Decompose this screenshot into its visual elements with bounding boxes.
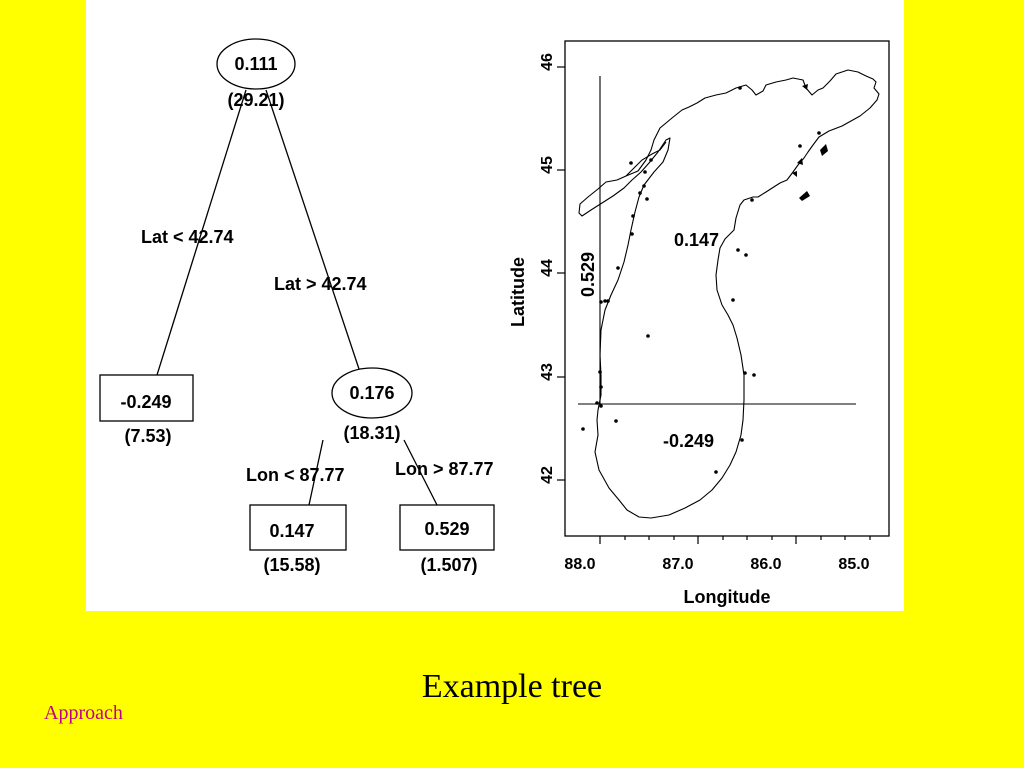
map-region-label-west: 0.529 xyxy=(578,252,598,297)
station-points xyxy=(581,86,821,474)
station-point xyxy=(740,438,744,442)
station-point xyxy=(581,427,585,431)
regression-tree: 0.111 (29.21) Lat < 42.74 Lat > 42.74 -0… xyxy=(99,38,495,575)
north-node-value: 0.176 xyxy=(349,383,394,403)
split-label-lat-left: Lat < 42.74 xyxy=(141,227,234,247)
lake-michigan-outline xyxy=(578,69,880,519)
y-tick-label: 45 xyxy=(539,156,556,174)
station-point xyxy=(603,299,607,303)
map-plot: 0.147 0.529 -0.249 88.0 87.0 86.0 85.0 xyxy=(508,40,890,607)
leaf-west-box xyxy=(399,504,495,551)
x-tick-label: 87.0 xyxy=(662,556,693,573)
approach-link[interactable]: Approach xyxy=(44,702,123,724)
split-label-lon-right: Lon > 87.77 xyxy=(395,459,494,479)
station-point xyxy=(649,158,653,162)
station-point xyxy=(798,144,802,148)
island-4 xyxy=(802,84,808,90)
leaf-south-value: -0.249 xyxy=(120,392,171,412)
root-value: 0.111 xyxy=(234,54,277,74)
station-point xyxy=(614,419,618,423)
y-tick-label: 46 xyxy=(539,53,556,71)
tree-edge-north-left xyxy=(308,439,324,506)
slide-title: Example tree xyxy=(421,668,603,705)
island-2 xyxy=(820,144,828,156)
station-point xyxy=(598,370,602,374)
tree-edge-root-left xyxy=(156,89,247,376)
green-bay-outline xyxy=(625,141,667,177)
station-point xyxy=(599,404,603,408)
station-point xyxy=(631,214,635,218)
root-node xyxy=(216,38,296,90)
leaf-west-deviance: (1.507) xyxy=(420,555,477,575)
north-node-deviance: (18.31) xyxy=(343,423,400,443)
y-tick-label: 43 xyxy=(539,363,556,381)
tree-edge-north-right xyxy=(403,439,438,506)
station-point xyxy=(638,191,642,195)
root-deviance: (29.21) xyxy=(227,90,284,110)
station-point xyxy=(731,298,735,302)
station-point xyxy=(645,197,649,201)
station-point xyxy=(743,371,747,375)
leaf-west-value: 0.529 xyxy=(424,519,469,539)
split-label-lon-left: Lon < 87.77 xyxy=(246,465,345,485)
map-region-label-east: 0.147 xyxy=(674,230,719,250)
leaf-east-value: 0.147 xyxy=(269,521,314,541)
y-axis-label: Latitude xyxy=(508,257,528,327)
y-tick-label: 42 xyxy=(539,466,556,484)
station-point xyxy=(630,232,634,236)
tree-edge-root-right xyxy=(265,89,361,373)
north-node xyxy=(331,367,413,419)
x-axis: 88.0 87.0 86.0 85.0 xyxy=(564,536,871,573)
island-1 xyxy=(799,191,810,201)
station-point xyxy=(599,300,603,304)
split-label-lat-right: Lat > 42.74 xyxy=(274,274,367,294)
station-point xyxy=(643,170,647,174)
station-point xyxy=(642,184,646,188)
map-region-label-south: -0.249 xyxy=(663,431,714,451)
figure-panel: 0.111 (29.21) Lat < 42.74 Lat > 42.74 -0… xyxy=(86,0,904,611)
station-point xyxy=(750,198,754,202)
y-axis: 42 43 44 45 46 xyxy=(539,53,565,484)
y-tick-label: 44 xyxy=(539,259,556,277)
station-point xyxy=(616,266,620,270)
station-point xyxy=(599,385,603,389)
leaf-east-box xyxy=(249,504,347,551)
station-point xyxy=(738,86,742,90)
x-tick-label: 86.0 xyxy=(750,556,781,573)
station-point xyxy=(595,401,599,405)
station-point xyxy=(606,299,610,303)
x-tick-label: 85.0 xyxy=(838,556,869,573)
figure-svg: 0.111 (29.21) Lat < 42.74 Lat > 42.74 -0… xyxy=(99,38,890,607)
leaf-south-deviance: (7.53) xyxy=(124,426,171,446)
station-point xyxy=(736,248,740,252)
station-point xyxy=(714,470,718,474)
x-tick-label: 88.0 xyxy=(564,556,595,573)
island-5 xyxy=(792,171,797,177)
x-axis-label: Longitude xyxy=(684,587,771,607)
station-point xyxy=(752,373,756,377)
leaf-east-deviance: (15.58) xyxy=(263,555,320,575)
station-point xyxy=(646,334,650,338)
map-frame xyxy=(564,40,890,537)
station-point xyxy=(629,161,633,165)
island-3 xyxy=(797,158,803,165)
leaf-south-box xyxy=(99,374,194,422)
station-point xyxy=(744,253,748,257)
station-point xyxy=(817,131,821,135)
